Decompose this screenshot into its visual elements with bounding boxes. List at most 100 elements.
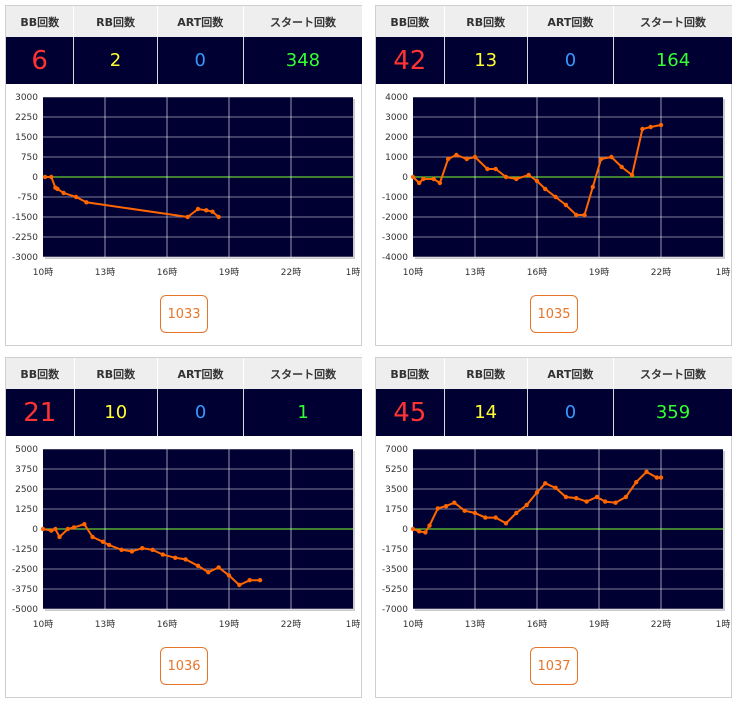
stats-header-row: BB回数 RB回数 ART回数 スタート回数 <box>376 6 732 37</box>
stats-value-row: 45 14 0 359 <box>376 389 732 436</box>
value-bb: 42 <box>376 37 445 84</box>
profit-chart: 5000 3750 2500 1250 0 -1250 -2500 -3750 -5000 10時… <box>12 445 361 630</box>
data-point <box>613 500 618 505</box>
x-tick-label: 22時 <box>281 619 301 630</box>
data-point <box>534 178 540 184</box>
data-point <box>452 500 457 505</box>
header-start: スタート回数 <box>640 15 707 29</box>
x-tick-label: 13時 <box>465 619 485 630</box>
data-point <box>53 526 58 532</box>
x-tick-label: 13時 <box>465 267 485 278</box>
x-tick-label: 1時 <box>346 619 361 630</box>
profit-chart: 4000 3000 2000 1000 0 -1000 -2000 -3000 -4000 10時… <box>382 93 731 278</box>
data-point <box>185 214 190 220</box>
data-point <box>445 156 451 162</box>
data-point <box>658 475 664 480</box>
data-point <box>216 214 221 220</box>
data-point <box>503 521 509 526</box>
x-tick-label: 16時 <box>157 619 177 630</box>
y-tick-label: 4000 <box>385 93 408 103</box>
stats-value-row: 6 2 0 348 <box>6 37 362 84</box>
x-tick-label: 22時 <box>651 267 671 278</box>
data-point <box>410 174 416 180</box>
header-start: スタート回数 <box>640 367 707 381</box>
data-point <box>553 194 558 200</box>
data-point <box>437 180 443 186</box>
data-point <box>100 539 106 544</box>
data-point <box>590 184 595 190</box>
x-tick-label: 10時 <box>33 619 53 630</box>
data-point <box>204 208 209 213</box>
stats-value-row: 42 13 0 164 <box>376 37 732 84</box>
x-tick-label: 1時 <box>716 267 731 278</box>
y-tick-label: -3750 <box>12 585 38 595</box>
data-point <box>526 172 531 178</box>
header-art: ART回数 <box>157 6 244 37</box>
data-point <box>654 475 660 480</box>
x-tick-label: 13時 <box>95 619 115 630</box>
value-start: 359 <box>655 402 691 423</box>
data-point <box>423 530 428 535</box>
value-start: 164 <box>655 50 691 71</box>
y-tick-label: -2250 <box>12 233 38 243</box>
data-point <box>119 547 124 552</box>
y-tick-label: 0 <box>32 173 38 183</box>
data-point <box>421 176 426 182</box>
x-tick-label: 16時 <box>527 267 547 278</box>
machine-number-button[interactable]: 1035 <box>530 295 578 333</box>
data-point <box>472 510 478 516</box>
y-tick-label: -1750 <box>382 545 408 555</box>
stats-table: BB回数 RB回数 ART回数 スタート回数 45 14 0 359 <box>376 358 732 436</box>
data-point <box>464 156 469 162</box>
machine-panel-1033: BB回数 RB回数 ART回数 スタート回数 6 2 0 348 3000 2250 1500 750… <box>5 5 362 346</box>
data-point <box>640 126 645 132</box>
data-point <box>84 200 89 205</box>
stats-value-row: 21 10 0 1 <box>6 389 362 436</box>
data-point <box>563 202 569 208</box>
machine-panel-1037: BB回数 RB回数 ART回数 スタート回数 45 14 0 359 7000 5250 3500 1… <box>375 357 732 698</box>
data-point <box>183 557 188 562</box>
data-point <box>90 534 95 540</box>
machine-number-button[interactable]: 1037 <box>530 647 578 685</box>
machine-panel-1036: BB回数 RB回数 ART回数 スタート回数 21 10 0 1 5000 3750 2500 125… <box>5 357 362 698</box>
value-art: 0 <box>527 37 615 84</box>
data-point <box>493 166 498 172</box>
y-tick-label: -2000 <box>382 213 408 223</box>
data-point <box>206 570 211 575</box>
data-point <box>195 206 201 212</box>
data-point <box>65 526 70 532</box>
profit-chart: 3000 2250 1500 750 0 -750 -1500 -2250 -3000 10時 13… <box>12 93 361 278</box>
data-point <box>543 186 548 192</box>
y-tick-label: -750 <box>18 193 39 203</box>
machine-number-button[interactable]: 1036 <box>160 647 208 685</box>
data-point <box>462 508 467 513</box>
data-point <box>485 166 490 172</box>
value-start: 1 <box>297 402 309 423</box>
y-tick-label: 7000 <box>385 445 408 455</box>
data-point <box>443 503 449 509</box>
y-tick-label: 1250 <box>15 505 38 515</box>
y-tick-label: -3000 <box>12 253 38 263</box>
data-point <box>417 529 422 534</box>
data-point <box>435 506 440 511</box>
data-point <box>514 510 519 516</box>
value-bb: 21 <box>6 389 75 436</box>
data-point <box>598 156 604 162</box>
y-tick-label: -3000 <box>382 233 408 243</box>
machine-number-button[interactable]: 1033 <box>160 295 208 333</box>
value-rb: 14 <box>444 389 528 436</box>
profit-chart: 7000 5250 3500 1750 0 -1750 -3500 -5250 -7000 10時… <box>382 445 731 630</box>
header-bb: BB回数 <box>6 358 75 389</box>
header-art: ART回数 <box>527 6 615 37</box>
y-tick-label: 5250 <box>385 465 408 475</box>
header-rb: RB回数 <box>73 6 158 37</box>
y-tick-label: 3750 <box>15 465 38 475</box>
value-rb: 10 <box>74 389 158 436</box>
header-bb: BB回数 <box>6 6 75 37</box>
data-point <box>257 578 263 583</box>
data-point <box>210 209 215 214</box>
data-point <box>71 525 77 530</box>
header-rb: RB回数 <box>444 6 528 37</box>
data-point <box>73 194 79 200</box>
data-point <box>129 549 135 554</box>
